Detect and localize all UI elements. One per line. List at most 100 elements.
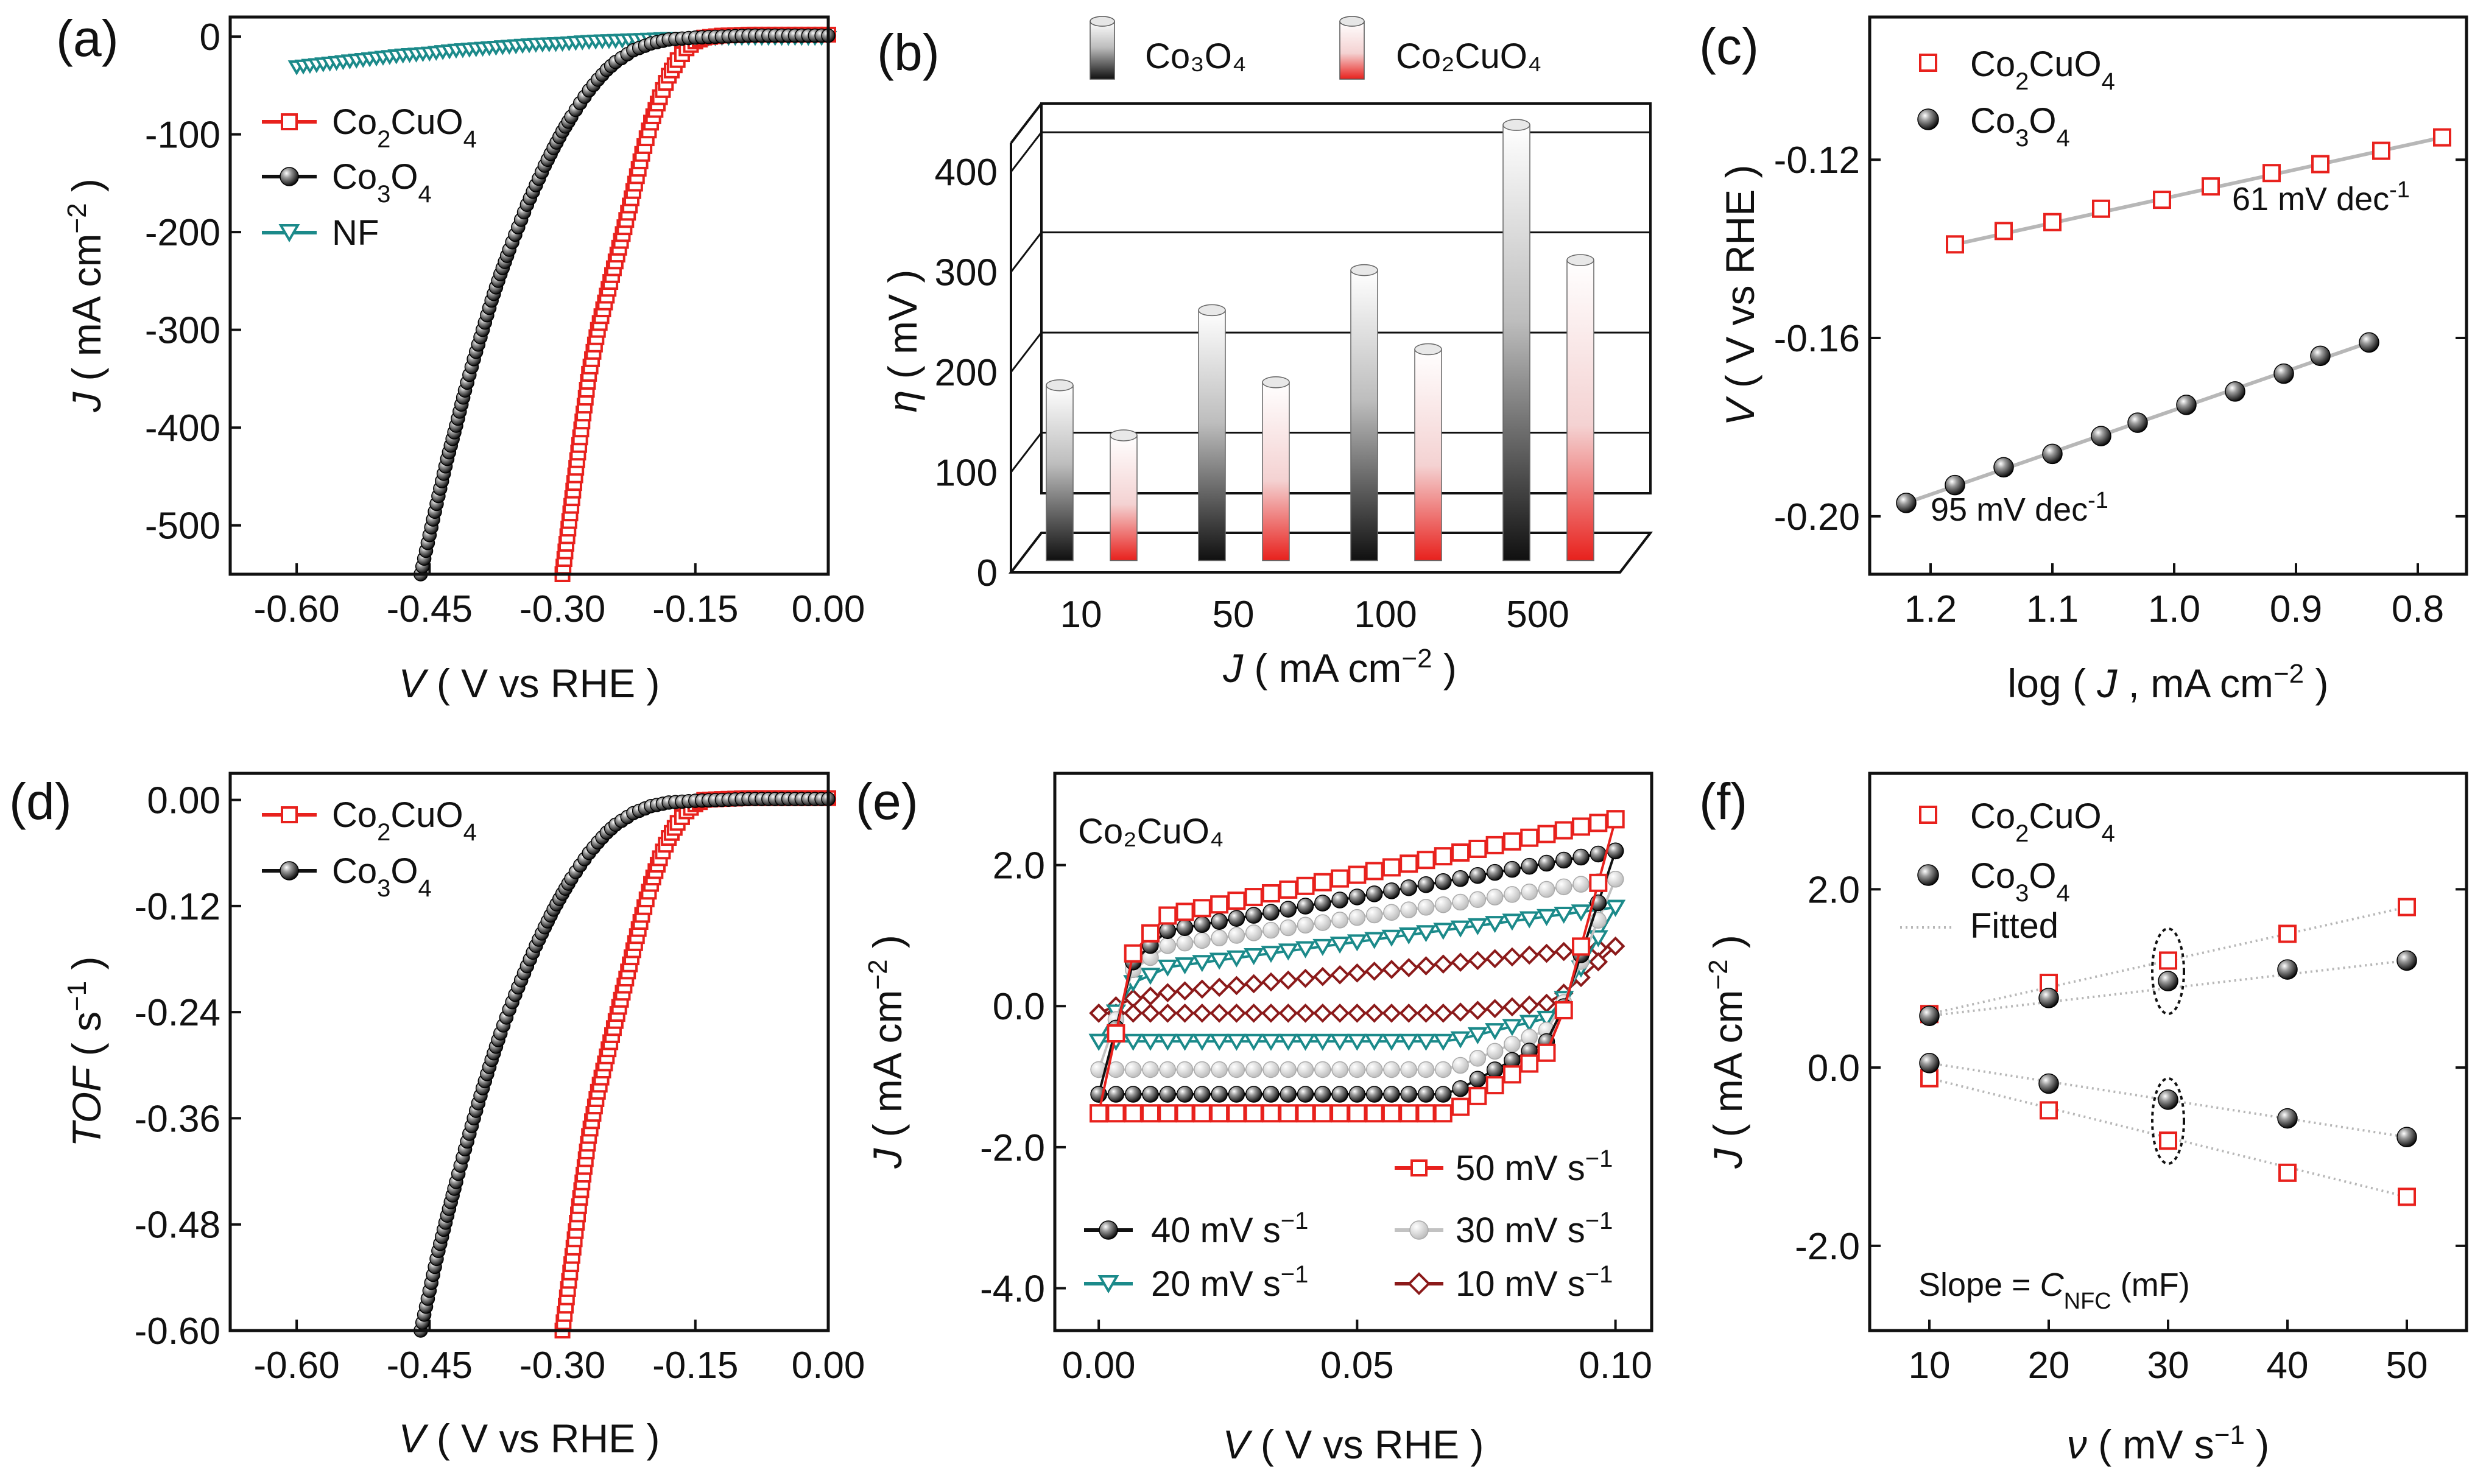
panel-e-point-4 xyxy=(1485,999,1505,1019)
panel-e-point-3 xyxy=(1192,1033,1213,1051)
panel-e-point-4 xyxy=(1244,974,1264,994)
panel-f-xlabel: ν ( mV s−1 ) xyxy=(2067,1420,2270,1468)
panel-b-label: (b) xyxy=(877,24,940,81)
panel-c: (c) 1.2 1.1 1.0 0.9 0.8 -0.12 -0.16 -0.20 Co2Cu… xyxy=(1699,15,2468,706)
panel-e-point-4 xyxy=(1485,949,1505,969)
panel-f-point-0 xyxy=(1920,1069,1938,1088)
panel-e-point-0 xyxy=(1537,1043,1556,1062)
panel-f-point-1 xyxy=(2277,959,2298,980)
panel-f-point-0 xyxy=(2278,1163,2297,1182)
panel-f-point-1 xyxy=(2396,1127,2417,1148)
panel-e-point-4 xyxy=(1399,1003,1419,1023)
panel-e-point-3 xyxy=(1450,920,1471,938)
panel-e-point-1 xyxy=(1280,1086,1297,1103)
panel-e-point-4 xyxy=(1261,1003,1281,1023)
panel-d-ytick-label: -0.24 xyxy=(135,992,220,1034)
panel-e-point-0 xyxy=(1210,1104,1229,1123)
panel-e-point-3 xyxy=(1329,1033,1350,1051)
panel-c-point-0 xyxy=(2153,191,2171,209)
panel-e-point-1 xyxy=(1159,1086,1177,1103)
panel-c-point-0 xyxy=(2433,128,2451,147)
panel-d-xlabel: V ( V vs RHE ) xyxy=(398,1416,660,1461)
legend-marker-nf xyxy=(278,224,300,242)
legend-label-co2cuo4-b: Co₂CuO₄ xyxy=(1396,37,1542,76)
panel-b-bar-cap xyxy=(1502,119,1530,131)
panel-c-xlabel: log ( J , mA cm−2 ) xyxy=(2008,659,2329,706)
panel-e-point-4 xyxy=(1554,941,1574,962)
panel-e-point-0 xyxy=(1313,1104,1332,1123)
panel-e-point-2 xyxy=(1400,1061,1417,1078)
panel-d-ytick-label: -0.60 xyxy=(135,1310,220,1352)
panel-e-point-3 xyxy=(1209,952,1230,970)
panel-e-point-3 xyxy=(1175,1033,1195,1051)
panel-e-point-4 xyxy=(1605,936,1625,956)
panel-b-grid-diagonal xyxy=(1010,332,1043,373)
panel-a-ytick-label: -200 xyxy=(145,212,220,254)
panel-e-point-4 xyxy=(1537,943,1557,963)
panel-a: (a) -0.60 -0.45 -0.30 -0.15 0.00 0 -100 -200 -30… xyxy=(56,10,865,706)
panel-e-point-1 xyxy=(1331,1086,1348,1103)
panel-e-point-2 xyxy=(1365,1061,1383,1078)
panel-e-point-2 xyxy=(1452,893,1469,911)
panel-e-point-3 xyxy=(1261,1033,1281,1051)
panel-e-point-2 xyxy=(1262,1061,1280,1078)
panel-e-ytick-label: 2.0 xyxy=(993,845,1045,887)
panel-a-series-1-line xyxy=(419,34,828,575)
panel-c-point-0 xyxy=(2262,164,2281,183)
panel-e-point-2 xyxy=(1452,1057,1469,1074)
panel-e-point-4 xyxy=(1433,1003,1453,1023)
panel-a-ytick-label: -500 xyxy=(145,505,220,547)
panel-e-point-3 xyxy=(1398,1033,1419,1051)
panel-e-point-3 xyxy=(1433,1033,1454,1051)
legend-marker-20 xyxy=(1097,1275,1119,1293)
panel-a-label: (a) xyxy=(56,10,119,67)
panel-e-point-4 xyxy=(1210,977,1229,997)
panel-d-xtick-label: 0.00 xyxy=(792,1345,865,1387)
panel-c-point-1 xyxy=(2042,443,2063,465)
panel-b-ylabel: η ( mV ) xyxy=(880,270,925,413)
panel-a-xtick-label: -0.60 xyxy=(253,588,339,630)
panel-e-point-4 xyxy=(1451,952,1470,972)
panel-e-point-2 xyxy=(1348,909,1366,926)
panel-e-point-0 xyxy=(1158,906,1177,925)
panel-e-point-0 xyxy=(1606,810,1625,829)
panel-e-point-0 xyxy=(1382,858,1401,877)
panel-e-point-1 xyxy=(1314,1086,1331,1103)
panel-a-legend: Co2CuO4 Co3O4 NF xyxy=(262,102,477,253)
panel-e-point-3 xyxy=(1209,1033,1230,1051)
panel-e-point-4 xyxy=(1158,1003,1178,1023)
panel-e-point-0 xyxy=(1261,884,1280,902)
panel-b-bar-cap xyxy=(1566,254,1594,266)
panel-e-point-1 xyxy=(1417,1086,1435,1103)
panel-e-point-4 xyxy=(1244,1003,1264,1023)
panel-e-point-2 xyxy=(1297,916,1314,934)
panel-e-point-0 xyxy=(1417,1104,1435,1123)
panel-e-point-4 xyxy=(1123,1003,1143,1023)
panel-e-point-0 xyxy=(1400,854,1418,873)
panel-e-point-1 xyxy=(1280,901,1297,918)
panel-e-xlabel: V ( V vs RHE ) xyxy=(1222,1422,1484,1467)
legend-marker-40 xyxy=(1099,1220,1118,1240)
panel-f-xtick-label: 10 xyxy=(1909,1345,1951,1387)
panel-f-xtick-label: 30 xyxy=(2147,1345,2189,1387)
panel-e-point-3 xyxy=(1244,1033,1264,1051)
panel-e-point-2 xyxy=(1504,886,1521,903)
legend-label-30: 30 mV s−1 xyxy=(1456,1208,1613,1250)
panel-e-point-2 xyxy=(1280,1061,1297,1078)
panel-e-point-1 xyxy=(1452,1080,1469,1097)
panel-e-point-2 xyxy=(1314,1061,1331,1078)
panel-e-point-0 xyxy=(1382,1104,1401,1123)
panel-e-point-4 xyxy=(1227,976,1247,996)
panel-e-point-0 xyxy=(1572,937,1591,956)
panel-e-point-0 xyxy=(1331,1104,1350,1123)
panel-b-bar xyxy=(1350,269,1378,561)
legend-label-co3o4-c: Co3O4 xyxy=(1970,101,2070,152)
panel-b-ytick-label: 200 xyxy=(935,352,998,394)
panel-e-point-3 xyxy=(1226,950,1247,968)
panel-e-point-2 xyxy=(1331,912,1348,929)
panel-e-point-4 xyxy=(1433,954,1453,974)
panel-e-ytick-label: -2.0 xyxy=(980,1127,1045,1169)
panel-f-legend: Co2CuO4 Co3O4 Fitted xyxy=(1900,797,2115,946)
panel-e-point-4 xyxy=(1416,956,1436,976)
panel-c-ytick-label: -0.20 xyxy=(1774,496,1860,538)
